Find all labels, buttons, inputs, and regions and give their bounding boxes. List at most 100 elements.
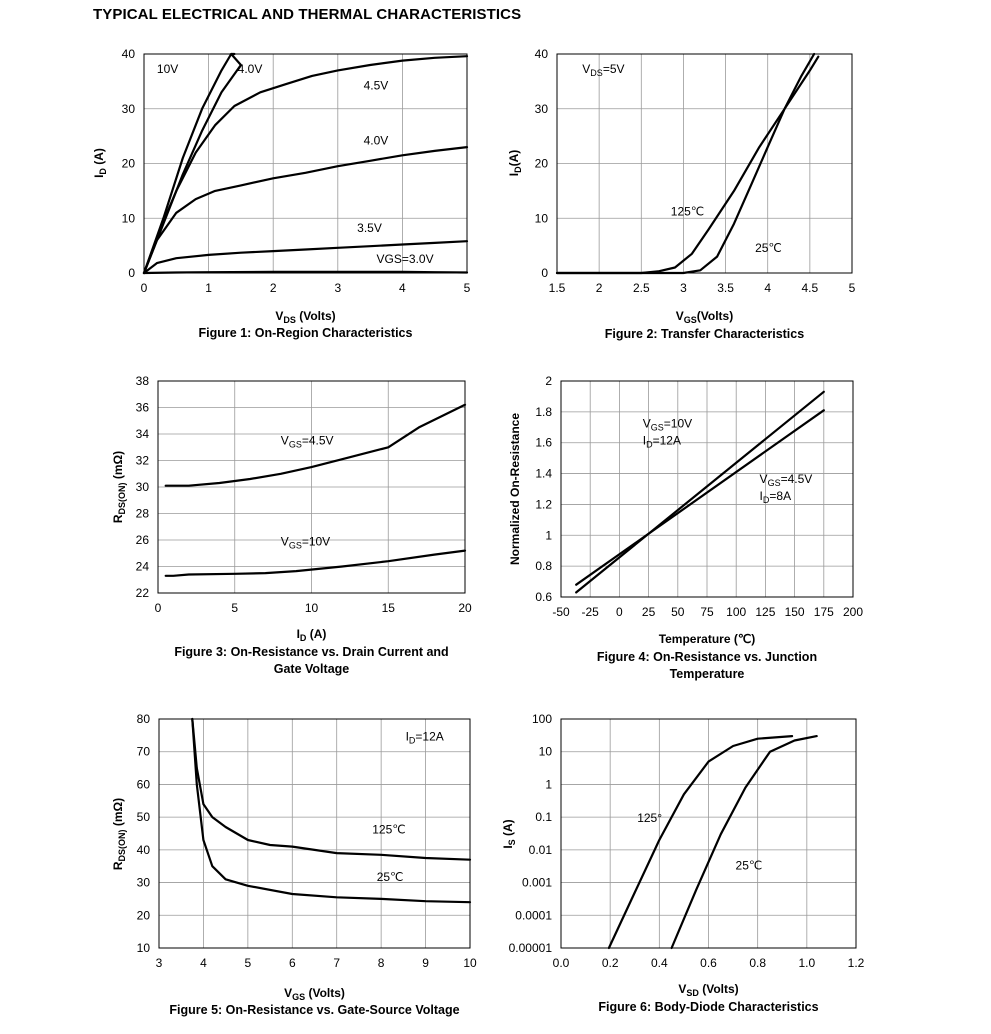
y-tick-label: 0.0001 xyxy=(515,908,552,922)
y-tick-label: 24 xyxy=(136,560,150,574)
x-tick-label: 0.0 xyxy=(553,956,570,970)
x-tick-label: 100 xyxy=(726,605,746,619)
plot-frame xyxy=(158,718,471,949)
fig4-chart: -50 -25 0 25 50 75 100 125 150 175 200 0.6 0.8 1 1.2 1.… xyxy=(508,374,863,681)
y-tick-label: 0.01 xyxy=(529,843,553,857)
x-tick-label: 50 xyxy=(671,605,685,619)
x-tick-label: 7 xyxy=(333,956,340,970)
series-annotation: 4.0V xyxy=(238,62,263,76)
x-axis-label: VGS(Volts) xyxy=(676,309,733,325)
x-tick-label: 3 xyxy=(156,956,163,970)
fig6-chart: 0.0 0.2 0.4 0.6 0.8 1.0 1.2 0.00001 0.0001 0.001 0… xyxy=(501,712,865,1014)
x-tick-label: 10 xyxy=(305,601,319,615)
x-tick-label: -50 xyxy=(552,605,570,619)
y-tick-label: 1.2 xyxy=(535,497,552,511)
x-axis-label: ID (A) xyxy=(297,627,327,643)
y-tick-label: 1 xyxy=(545,777,552,791)
x-tick-label: 4 xyxy=(200,956,207,970)
y-tick-label: 80 xyxy=(137,712,151,726)
series-annotation: 4.0V xyxy=(364,133,389,147)
x-tick-label: 0 xyxy=(141,281,148,295)
y-axis-label: ID(A) xyxy=(507,150,523,177)
y-tick-label: 40 xyxy=(535,47,549,61)
y-tick-label: 1.8 xyxy=(535,405,552,419)
y-axis-label: RDS(ON) (mΩ) xyxy=(111,451,127,523)
y-tick-label: 36 xyxy=(136,401,150,415)
series-annotation: VGS=3.0V xyxy=(377,252,434,266)
figure-caption: Figure 6: Body-Diode Characteristics xyxy=(598,1000,818,1014)
series-line-2 xyxy=(670,735,818,950)
figure-caption: Temperature xyxy=(670,667,745,681)
plot-frame xyxy=(560,718,857,949)
x-tick-label: 2 xyxy=(596,281,603,295)
series-line-6 xyxy=(142,270,469,275)
y-tick-label: 28 xyxy=(136,507,150,521)
x-tick-label: 150 xyxy=(785,605,805,619)
y-tick-label: 30 xyxy=(137,876,151,890)
x-tick-label: 4 xyxy=(764,281,771,295)
x-tick-label: 5 xyxy=(464,281,471,295)
series-annotation: 4.5V xyxy=(364,79,389,93)
fig1-chart: 0 1 2 3 4 5 0 10 20 30 40 10V 4.0V 4.5V 4.0V 3.5V VGS=3.… xyxy=(92,47,471,340)
x-tick-label: 75 xyxy=(700,605,714,619)
y-tick-label: 10 xyxy=(137,941,151,955)
y-axis-label: Normalized On-Resistance xyxy=(508,413,522,565)
series-line-5 xyxy=(142,240,469,275)
x-tick-label: 5 xyxy=(245,956,252,970)
series-line-4 xyxy=(142,146,469,275)
figure-caption: Gate Voltage xyxy=(274,662,350,676)
fig5-chart: 3 4 5 6 7 8 9 10 10 20 30 40 50 60 70 80 ID=12A 125℃ 25℃ VG… xyxy=(111,712,477,1017)
plot-frame xyxy=(556,53,853,274)
series-line-1 xyxy=(607,735,794,950)
x-tick-label: 0.4 xyxy=(651,956,668,970)
y-tick-label: 2 xyxy=(545,374,552,388)
x-tick-label: 9 xyxy=(422,956,429,970)
x-tick-label: 1.5 xyxy=(549,281,566,295)
x-tick-label: 3 xyxy=(680,281,687,295)
y-tick-label: 0 xyxy=(128,266,135,280)
fig3-chart: 0 5 10 15 20 22 24 26 28 30 32 34 36 38 VGS=4.5V VGS=10… xyxy=(111,374,472,676)
series-annotation: ID=12A xyxy=(406,729,444,745)
y-tick-label: 40 xyxy=(137,843,151,857)
y-tick-label: 30 xyxy=(136,480,150,494)
figure-caption: Figure 2: Transfer Characteristics xyxy=(605,327,804,341)
series-annotation: VGS=4.5V xyxy=(281,434,334,450)
x-tick-label: 4.5 xyxy=(802,281,819,295)
y-axis-label: RDS(ON) (mΩ) xyxy=(111,798,127,870)
y-tick-label: 20 xyxy=(137,908,151,922)
series-annotation: ID=8A xyxy=(760,489,792,505)
x-tick-label: -25 xyxy=(582,605,600,619)
y-tick-label: 10 xyxy=(539,745,553,759)
x-tick-label: 1.0 xyxy=(798,956,815,970)
y-axis-label: IS (A) xyxy=(501,819,517,848)
x-tick-label: 2.5 xyxy=(633,281,650,295)
series-annotation: 3.5V xyxy=(357,221,382,235)
y-tick-label: 20 xyxy=(122,157,136,171)
figure-caption: Figure 3: On-Resistance vs. Drain Curren… xyxy=(174,645,448,659)
y-tick-label: 0.1 xyxy=(535,810,552,824)
figure-caption: Figure 1: On-Region Characteristics xyxy=(199,326,413,340)
y-tick-label: 30 xyxy=(122,102,136,116)
x-tick-label: 3.5 xyxy=(717,281,734,295)
series-annotation: VGS=10V xyxy=(643,416,692,432)
x-tick-label: 5 xyxy=(849,281,856,295)
x-tick-label: 0.6 xyxy=(700,956,717,970)
x-tick-label: 6 xyxy=(289,956,296,970)
x-tick-label: 0.8 xyxy=(749,956,766,970)
y-tick-label: 40 xyxy=(122,47,136,61)
series-annotation: 25℃ xyxy=(377,870,404,884)
x-tick-label: 200 xyxy=(843,605,863,619)
y-tick-label: 60 xyxy=(137,777,151,791)
x-tick-label: 20 xyxy=(458,601,472,615)
y-tick-label: 100 xyxy=(532,712,552,726)
y-tick-label: 34 xyxy=(136,427,150,441)
series-line-2 xyxy=(555,52,816,275)
x-axis-label: VGS (Volts) xyxy=(284,986,345,1002)
figure-caption: Figure 5: On-Resistance vs. Gate-Source … xyxy=(169,1003,459,1017)
x-axis-label: VSD (Volts) xyxy=(678,982,738,998)
y-tick-label: 22 xyxy=(136,586,150,600)
series-annotation: 125℃ xyxy=(372,823,406,837)
x-tick-label: 2 xyxy=(270,281,277,295)
series-line-1 xyxy=(164,403,467,487)
